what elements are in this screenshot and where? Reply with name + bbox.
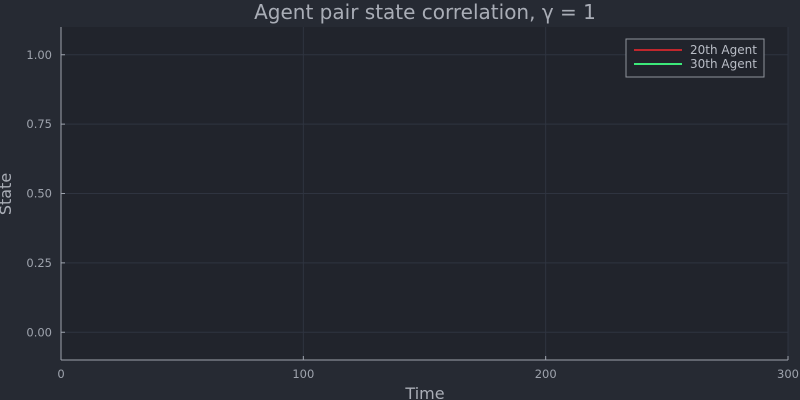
x-ticks: 0 100 200 300 [57, 356, 799, 381]
x-tick-label: 200 [535, 367, 557, 381]
y-ticks: 0.00 0.25 0.50 0.75 1.00 [26, 48, 65, 339]
legend-label: 30th Agent [690, 57, 757, 71]
x-tick-label: 100 [292, 367, 314, 381]
chart-title: Agent pair state correlation, γ = 1 [254, 0, 596, 24]
y-tick-label: 0.25 [26, 256, 52, 270]
x-tick-label: 300 [777, 367, 799, 381]
y-tick-label: 0.00 [26, 325, 52, 339]
y-tick-label: 0.50 [26, 187, 52, 201]
legend-label: 20th Agent [690, 43, 757, 57]
x-axis-label: Time [404, 384, 444, 400]
y-tick-label: 1.00 [26, 48, 52, 62]
y-axis-label: State [0, 173, 15, 215]
legend-box [625, 38, 765, 78]
y-tick-label: 0.75 [26, 117, 52, 131]
x-tick-label: 0 [57, 367, 64, 381]
